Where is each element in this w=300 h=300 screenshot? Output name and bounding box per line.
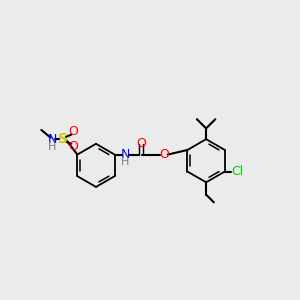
Text: Cl: Cl	[231, 165, 243, 178]
Text: O: O	[69, 125, 79, 138]
Text: H: H	[48, 142, 56, 152]
Text: N: N	[121, 148, 130, 161]
Text: N: N	[47, 133, 57, 146]
Text: O: O	[69, 140, 79, 153]
Text: H: H	[121, 157, 130, 167]
Text: O: O	[136, 137, 146, 150]
Text: S: S	[58, 132, 68, 146]
Text: O: O	[159, 148, 169, 161]
